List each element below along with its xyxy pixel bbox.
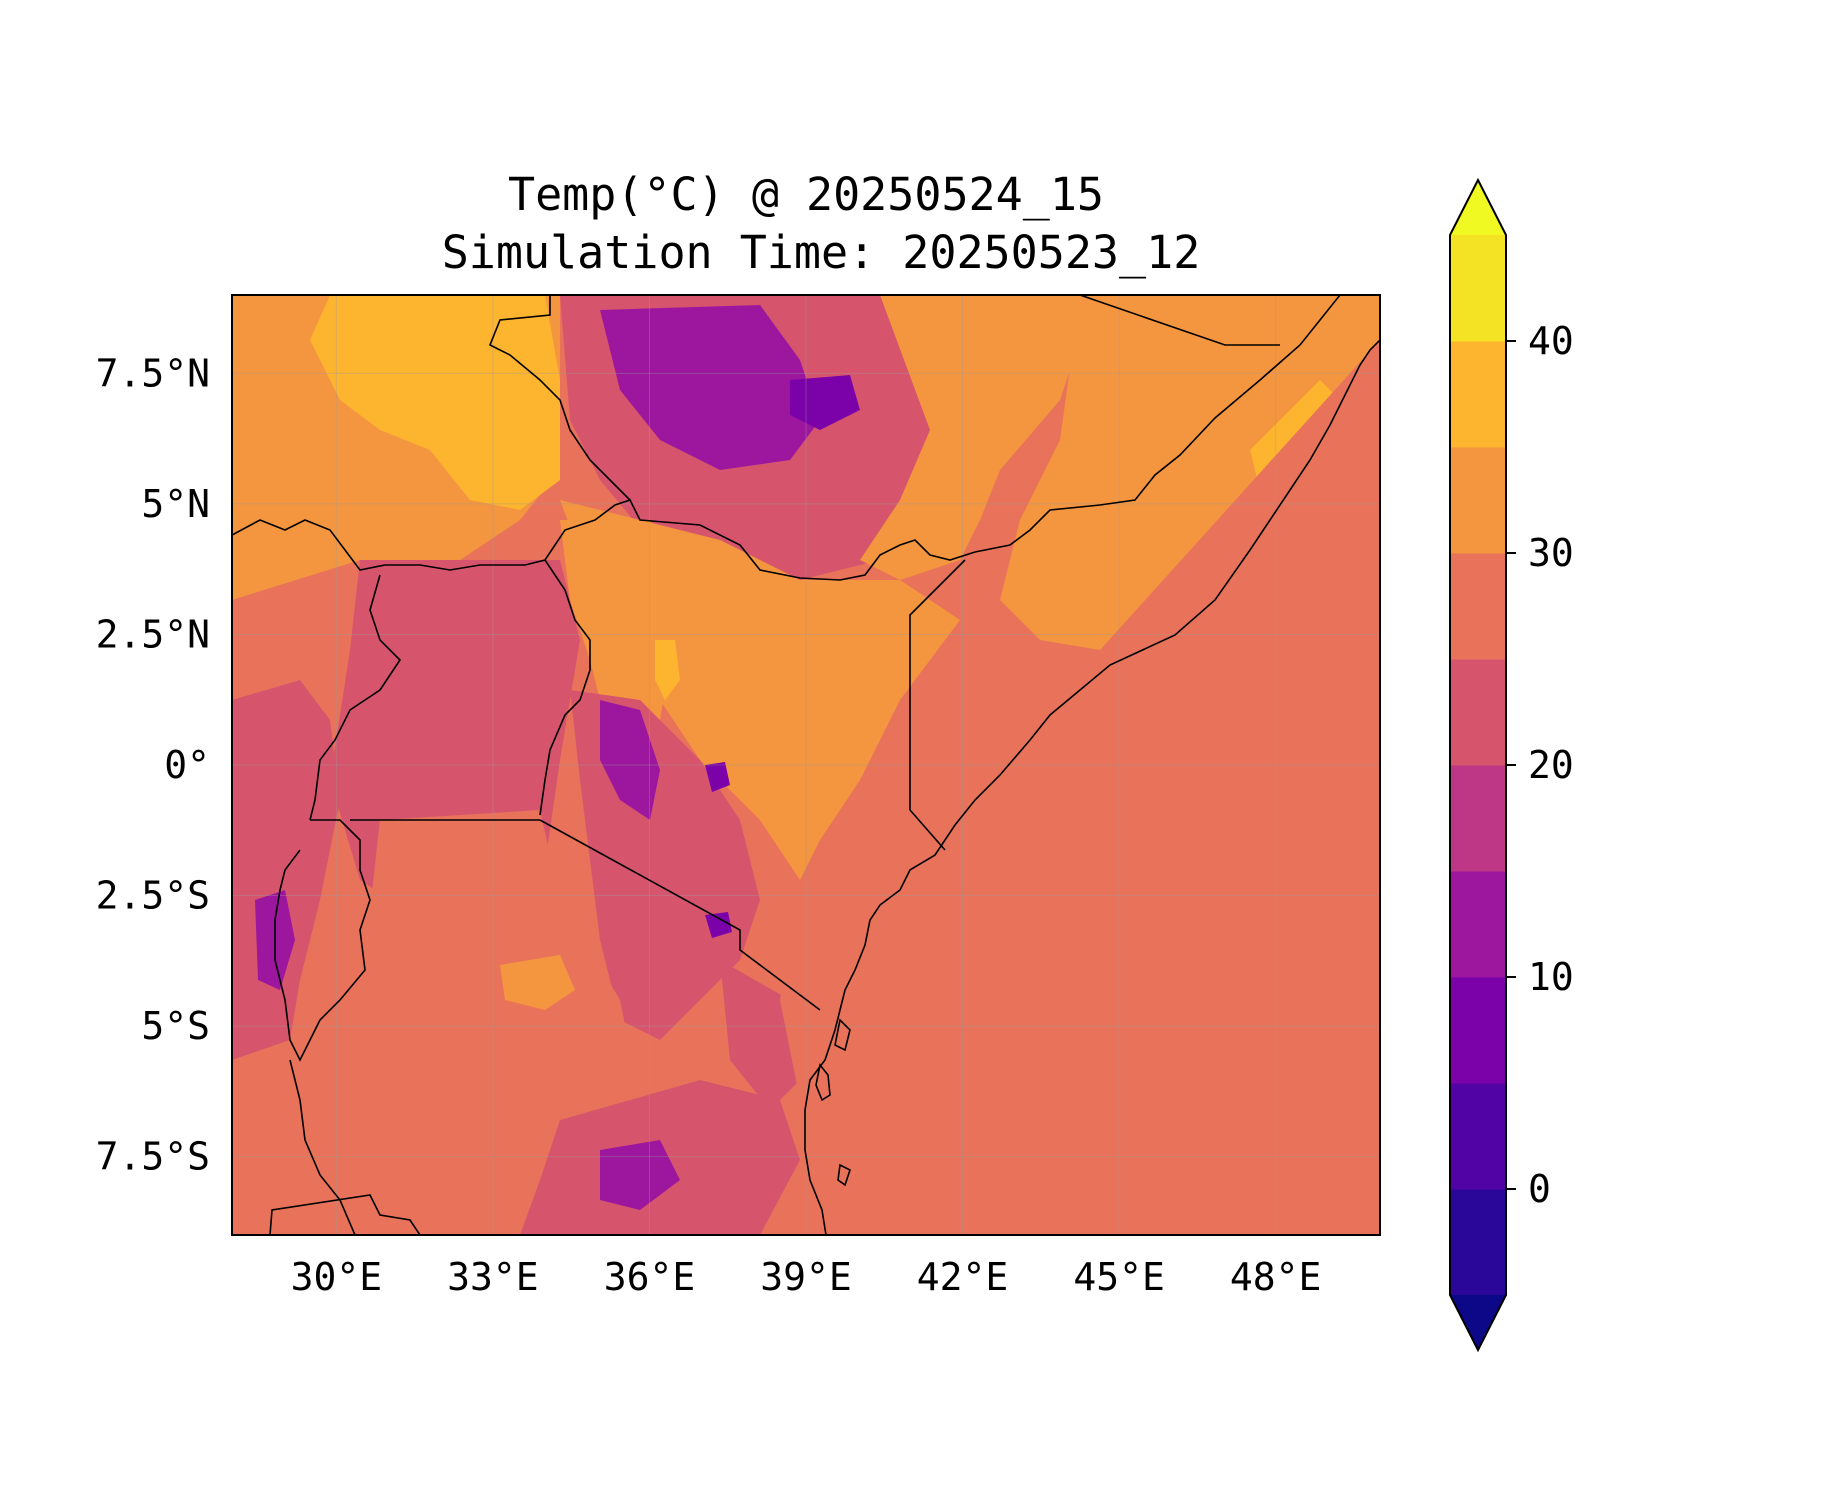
x-tick-label: 42°E bbox=[917, 1255, 1009, 1299]
y-tick-label: 0° bbox=[164, 743, 210, 787]
cold-region-kenyan-highlands bbox=[600, 700, 660, 820]
x-tick-label: 30°E bbox=[291, 1255, 383, 1299]
border-sudan-south-sudan-north bbox=[488, 295, 632, 566]
colorbar-band bbox=[1450, 553, 1506, 660]
x-tick-label: 36°E bbox=[604, 1255, 696, 1299]
x-tick-label: 48°E bbox=[1230, 1255, 1322, 1299]
y-tick-label: 7.5°N bbox=[96, 351, 210, 395]
border-drc-uganda bbox=[309, 574, 402, 821]
border-kenya-somalia bbox=[909, 559, 966, 851]
zanzibar-island bbox=[815, 1063, 831, 1102]
colorbar-under-extension bbox=[1450, 1295, 1506, 1350]
gridlines bbox=[232, 295, 1380, 1235]
y-tick-label: 5°N bbox=[141, 482, 210, 526]
hot-spot-central-tanzania bbox=[500, 955, 575, 1010]
coldest-spot-ethiopia bbox=[790, 375, 860, 430]
colorbar-band bbox=[1450, 659, 1506, 766]
border-somaliland-north bbox=[1079, 295, 1280, 346]
x-tick-label: 45°E bbox=[1073, 1255, 1165, 1299]
colorbar-band bbox=[1450, 977, 1506, 1084]
y-tick-label: 2.5°N bbox=[96, 612, 210, 656]
y-tick-label: 5°S bbox=[141, 1004, 210, 1048]
border-south-sudan-uganda bbox=[232, 519, 510, 571]
border-rwanda-burundi-drc bbox=[274, 819, 371, 1062]
cold-region-ethiopian-highlands bbox=[600, 305, 820, 470]
colorbar bbox=[1449, 177, 1507, 1353]
x-tick-label: 33°E bbox=[447, 1255, 539, 1299]
colorbar-tick-label: 0 bbox=[1528, 1167, 1551, 1211]
colorbar-tick-label: 40 bbox=[1528, 319, 1574, 363]
border-kenya-tanzania bbox=[539, 819, 821, 1011]
y-tick-label: 7.5°S bbox=[96, 1135, 210, 1179]
border-uganda-kenya bbox=[539, 559, 591, 816]
border-southwest bbox=[269, 1194, 421, 1235]
pemba-island bbox=[834, 1018, 851, 1052]
colorbar-band bbox=[1450, 1189, 1506, 1296]
border-drc-tanzania-lake bbox=[289, 1059, 356, 1235]
title-line-1: Temp(°C) @ 20250524_15 bbox=[508, 168, 1104, 221]
cold-spot-mt-kenya bbox=[705, 762, 730, 792]
colorbar-band bbox=[1450, 341, 1506, 448]
cool-region-eastern-arc bbox=[720, 960, 800, 1110]
mafia-island bbox=[837, 1163, 851, 1187]
title-line-2: Simulation Time: 20250523_12 bbox=[442, 226, 1201, 279]
colorbar-outline bbox=[1449, 177, 1507, 1353]
hot-region-somaliland bbox=[1000, 295, 1380, 650]
x-axis-ticks: 30°E 33°E 36°E 39°E 42°E 45°E 48°E bbox=[291, 1255, 1322, 1299]
colorbar-tick-label: 10 bbox=[1528, 955, 1574, 999]
islands bbox=[815, 1018, 851, 1187]
colorbar-band bbox=[1450, 1083, 1506, 1190]
cold-spot-kilimanjaro bbox=[705, 912, 732, 938]
x-tick-label: 39°E bbox=[760, 1255, 852, 1299]
colorbar-over-extension bbox=[1450, 180, 1506, 235]
border-ethiopia-south-sudan-kenya bbox=[629, 499, 976, 581]
colorbar-tick-label: 20 bbox=[1528, 743, 1574, 787]
colorbar-tick-label: 30 bbox=[1528, 531, 1574, 575]
hot-region-horn-north bbox=[860, 295, 1080, 580]
map-frame bbox=[231, 294, 1381, 1236]
y-tick-label: 2.5°S bbox=[96, 874, 210, 918]
very-hot-spot-lake-turkana bbox=[655, 640, 680, 700]
colorbar-band bbox=[1450, 871, 1506, 978]
border-ethiopia-somalia bbox=[974, 295, 1341, 553]
warm-coastal-belt bbox=[780, 340, 1380, 1235]
y-axis-ticks: 7.5°N 5°N 2.5°N 0° 2.5°S 5°S 7.5°S bbox=[96, 351, 210, 1178]
colorbar-band bbox=[1450, 765, 1506, 872]
cold-region-southern-highlands bbox=[600, 1140, 680, 1210]
colorbar-band bbox=[1450, 235, 1506, 342]
colorbar-band bbox=[1450, 447, 1506, 554]
map-panel bbox=[232, 295, 1380, 1235]
colorbar-ticks: 0 10 20 30 40 bbox=[1506, 319, 1574, 1211]
